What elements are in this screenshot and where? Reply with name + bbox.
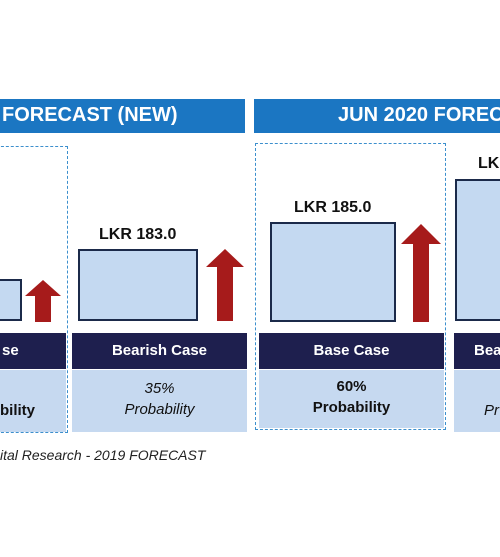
probability-pane-base: 60% Probability: [259, 370, 444, 428]
price-box-base: [270, 222, 396, 322]
case-bar-3: Bea: [454, 333, 500, 369]
case-bar-bearish: Bearish Case: [72, 333, 247, 369]
forecast-header-left: FORECAST (NEW): [0, 99, 245, 133]
scenario-frame-left: [0, 146, 68, 433]
price-label-3: LK: [478, 155, 500, 172]
price-box-1: [0, 279, 22, 321]
price-label-bearish: LKR 183.0: [99, 226, 177, 243]
probability-pane-1: bility: [0, 370, 66, 432]
probability-pct-bearish: 35%: [144, 380, 175, 397]
up-arrow-icon: [401, 224, 441, 322]
price-box-bearish: [78, 249, 198, 321]
probability-word-base: Probability: [312, 399, 391, 416]
probability-word-3: Pr: [484, 402, 499, 419]
up-arrow-icon: [25, 280, 61, 322]
probability-pct-base: 60%: [336, 378, 367, 395]
forecast-header-right-title: JUN 2020 FORECA: [338, 104, 500, 126]
price-label-base: LKR 185.0: [294, 199, 372, 216]
case-label-bearish: Bearish Case: [111, 342, 208, 359]
forecast-header-left-title: FORECAST (NEW): [2, 104, 178, 126]
case-label-base: Base Case: [313, 342, 390, 359]
price-box-3: [455, 179, 500, 321]
case-bar-1: se: [0, 333, 66, 369]
case-label-1: se: [2, 342, 19, 359]
probability-word-1: bility: [0, 402, 36, 419]
probability-word-bearish: Probability: [124, 401, 195, 418]
case-label-3: Bea: [474, 342, 500, 359]
forecast-header-right: JUN 2020 FORECA: [254, 99, 500, 133]
source-note: ital Research - 2019 FORECAST: [0, 447, 206, 463]
scenario-frame-base: [255, 143, 446, 430]
case-bar-base: Base Case: [259, 333, 444, 369]
probability-pane-bearish: 35% Probability: [72, 370, 247, 432]
up-arrow-icon: [206, 249, 244, 321]
probability-pane-3: Pr: [454, 370, 500, 432]
